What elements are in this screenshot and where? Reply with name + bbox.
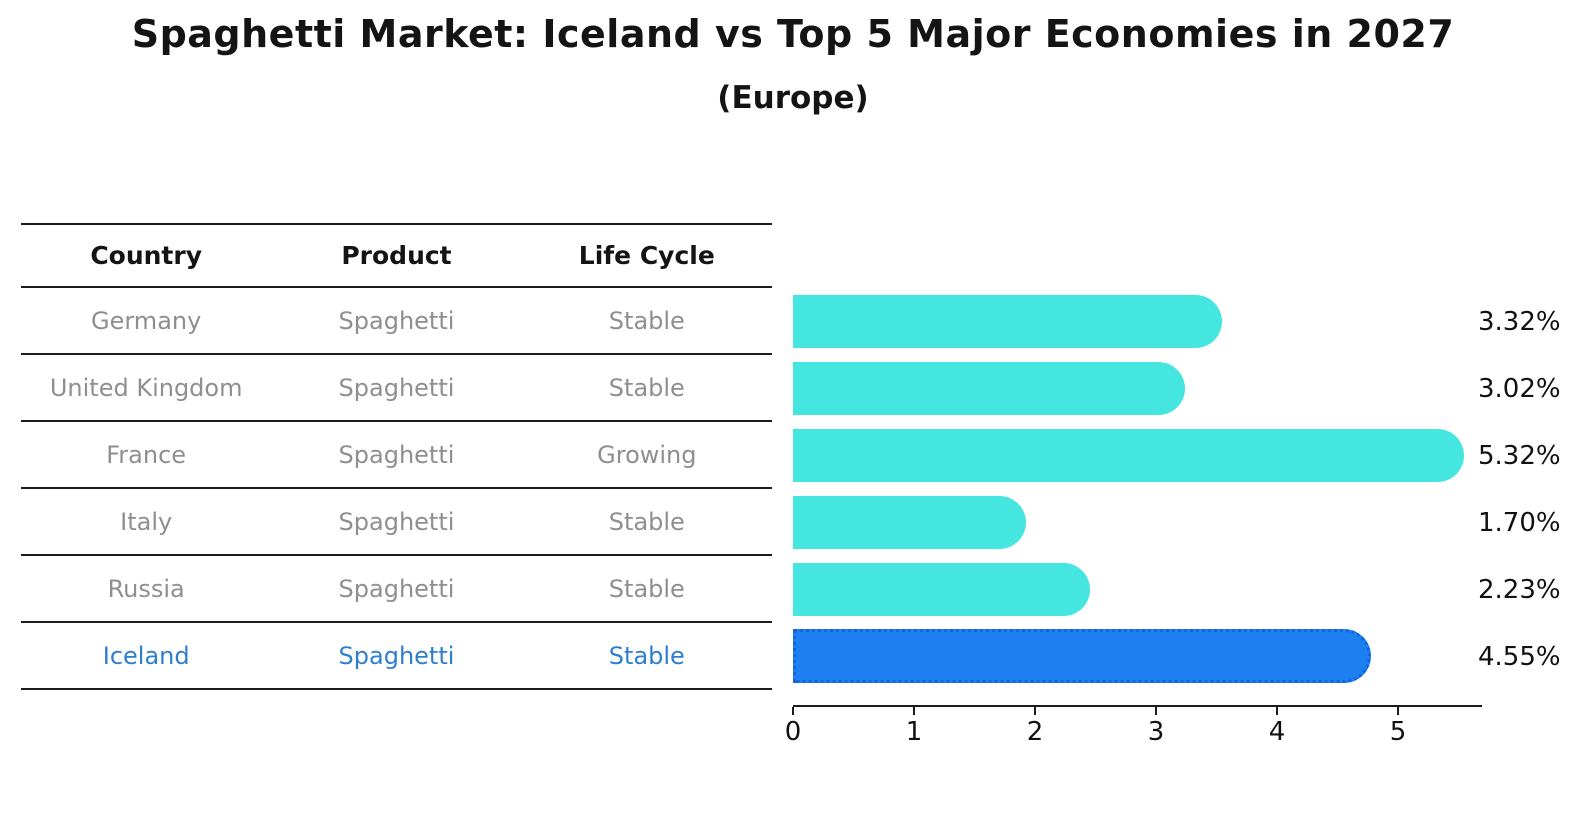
bar-zone: 3.02% xyxy=(793,355,1586,422)
life-cycle-cell: Stable xyxy=(608,641,685,670)
table-row-italy: Italy Spaghetti Stable 1.70% xyxy=(0,489,1586,556)
country-cell: Italy xyxy=(120,507,173,536)
bar-zone: 3.32% xyxy=(793,288,1586,355)
life-cycle-cell: Growing xyxy=(597,440,697,469)
x-axis: 0 1 2 3 4 5 xyxy=(785,705,1482,747)
life-cycle-cell: Stable xyxy=(608,574,685,603)
bar-germany xyxy=(793,295,1222,348)
column-header-product: Product xyxy=(341,241,452,270)
product-cell: Spaghetti xyxy=(338,641,455,670)
header-bar-spacer xyxy=(793,223,1586,288)
row-cells: Germany Spaghetti Stable xyxy=(21,288,772,355)
country-cell: Russia xyxy=(107,574,185,603)
bar-italy xyxy=(793,496,1026,549)
x-axis-tick-label: 4 xyxy=(1268,717,1286,747)
x-axis-tick-label: 0 xyxy=(784,717,802,747)
bar-zone: 5.32% xyxy=(793,422,1586,489)
bar-value-label: 5.32% xyxy=(1478,440,1561,471)
row-cells: France Spaghetti Growing xyxy=(21,422,772,489)
product-cell: Spaghetti xyxy=(338,373,455,402)
table-row-france: France Spaghetti Growing 5.32% xyxy=(0,422,1586,489)
x-axis-tick xyxy=(913,707,915,715)
chart-title: Spaghetti Market: Iceland vs Top 5 Major… xyxy=(131,12,1455,56)
x-axis-tick xyxy=(1034,707,1036,715)
country-cell: Iceland xyxy=(102,641,190,670)
country-cell: United Kingdom xyxy=(49,373,243,402)
bar-zone: 1.70% xyxy=(793,489,1586,556)
table-row-russia: Russia Spaghetti Stable 2.23% xyxy=(0,556,1586,623)
column-header-life-cycle: Life Cycle xyxy=(578,241,715,270)
table-row-germany: Germany Spaghetti Stable 3.32% xyxy=(0,288,1586,355)
row-cells: United Kingdom Spaghetti Stable xyxy=(21,355,772,422)
bar-united-kingdom xyxy=(793,362,1186,415)
bar-france xyxy=(793,429,1464,482)
country-cell: Germany xyxy=(91,306,202,335)
table-row-iceland: Iceland Spaghetti Stable 4.55% xyxy=(0,623,1586,690)
row-cells: Italy Spaghetti Stable xyxy=(21,489,772,556)
life-cycle-cell: Stable xyxy=(608,373,685,402)
product-cell: Spaghetti xyxy=(338,440,455,469)
bar-value-label: 3.32% xyxy=(1478,306,1561,337)
bar-zone: 2.23% xyxy=(793,556,1586,623)
bar-value-label: 4.55% xyxy=(1478,641,1561,672)
table-row-united-kingdom: United Kingdom Spaghetti Stable 3.02% xyxy=(0,355,1586,422)
bar-value-label: 1.70% xyxy=(1478,507,1561,538)
table-and-bars: Country Product Life Cycle Germany Spagh… xyxy=(0,223,1586,690)
x-axis-tick-label: 5 xyxy=(1389,717,1407,747)
table-header-cells: Country Product Life Cycle xyxy=(21,223,772,288)
x-axis-tick-label: 3 xyxy=(1147,717,1165,747)
column-header-country: Country xyxy=(90,241,203,270)
chart-subtitle: (Europe) xyxy=(717,80,869,116)
bar-iceland-highlighted xyxy=(793,629,1371,683)
life-cycle-cell: Stable xyxy=(608,507,685,536)
country-cell: France xyxy=(106,440,187,469)
product-cell: Spaghetti xyxy=(338,574,455,603)
x-axis-tick xyxy=(1397,707,1399,715)
bar-russia xyxy=(793,563,1090,616)
life-cycle-cell: Stable xyxy=(608,306,685,335)
x-axis-tick-label: 2 xyxy=(1026,717,1044,747)
row-cells: Russia Spaghetti Stable xyxy=(21,556,772,623)
x-axis-tick xyxy=(792,707,794,715)
x-axis-tick-label: 1 xyxy=(905,717,923,747)
bar-zone: 4.55% xyxy=(793,623,1586,690)
product-cell: Spaghetti xyxy=(338,507,455,536)
x-axis-tick xyxy=(1276,707,1278,715)
product-cell: Spaghetti xyxy=(338,306,455,335)
bar-value-label: 2.23% xyxy=(1478,574,1561,605)
bar-value-label: 3.02% xyxy=(1478,373,1561,404)
row-cells: Iceland Spaghetti Stable xyxy=(21,623,772,690)
x-axis-tick xyxy=(1155,707,1157,715)
table-header-row: Country Product Life Cycle xyxy=(0,223,1586,288)
